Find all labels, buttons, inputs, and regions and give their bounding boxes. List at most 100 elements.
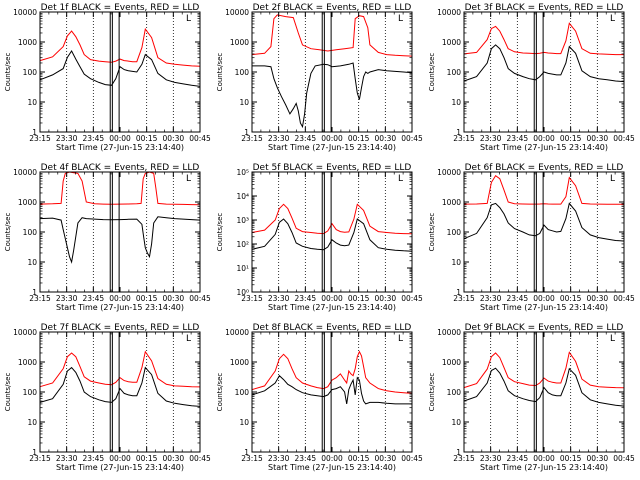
y-tick-label: 10 xyxy=(239,418,249,427)
y-tick-label: 100 xyxy=(235,68,250,77)
y-tick-label: 10 xyxy=(451,418,461,427)
x-tick-label: 00:15 xyxy=(348,294,370,303)
y-tick-label: 10 xyxy=(239,98,249,107)
series-lld-line xyxy=(463,351,625,389)
chart-title: Det 2f BLACK = Events, RED = LLD xyxy=(253,3,412,13)
x-tick-label: 23:15 xyxy=(29,454,51,463)
x-tick-label: 23:30 xyxy=(480,134,502,143)
y-tick-label: 100 xyxy=(23,388,38,397)
series-events-line xyxy=(251,218,413,252)
x-tick-label: 23:15 xyxy=(241,454,263,463)
series-lld-line xyxy=(39,350,201,388)
y-tick-label: 10 xyxy=(27,98,37,107)
x-tick-label: 23:30 xyxy=(480,294,502,303)
x-tick-label: 00:45 xyxy=(401,454,423,463)
x-tick-label: 23:15 xyxy=(29,294,51,303)
x-tick-label: 23:45 xyxy=(83,134,105,143)
y-tick-label: 10000 xyxy=(13,328,37,337)
legend-glyph: L xyxy=(398,14,403,24)
y-axis-label: Counts/sec xyxy=(216,213,224,252)
x-tick-label: 00:15 xyxy=(560,134,582,143)
x-axis-label: Start Time (27-Jun-15 23:14:40) xyxy=(268,463,396,472)
legend-glyph: L xyxy=(610,14,615,24)
x-tick-label: 00:15 xyxy=(348,454,370,463)
y-tick-label: 1000 xyxy=(442,358,461,367)
chart-title: Det 3f BLACK = Events, RED = LLD xyxy=(465,3,624,13)
x-tick-label: 00:00 xyxy=(109,294,131,303)
y-tick-label: 10000 xyxy=(13,168,37,177)
chart-title: Det 1f BLACK = Events, RED = LLD xyxy=(41,3,200,13)
series-lld-line xyxy=(39,171,201,206)
x-tick-label: 00:15 xyxy=(136,454,158,463)
series-lld-line xyxy=(251,14,413,57)
x-tick-label: 00:30 xyxy=(375,454,397,463)
y-axis-label: Counts/sec xyxy=(428,213,436,252)
x-tick-label: 00:00 xyxy=(533,294,555,303)
y-tick-label: 100 xyxy=(23,228,38,237)
y-axis-label: Counts/sec xyxy=(216,53,224,92)
x-tick-label: 23:15 xyxy=(453,294,475,303)
x-axis-label: Start Time (27-Jun-15 23:14:40) xyxy=(480,303,608,312)
x-tick-label: 00:15 xyxy=(136,134,158,143)
plot-frame xyxy=(251,11,413,133)
series-lld-line xyxy=(463,174,624,205)
series-events-line xyxy=(251,374,412,405)
x-axis-label: Start Time (27-Jun-15 23:14:40) xyxy=(268,143,396,152)
series-lld-line xyxy=(251,350,413,394)
y-tick-label: 1 xyxy=(32,448,37,457)
y-tick-label: 1000 xyxy=(230,38,249,47)
y-axis-label: Counts/sec xyxy=(428,53,436,92)
x-tick-label: 00:00 xyxy=(109,134,131,143)
x-tick-label: 00:45 xyxy=(401,134,423,143)
x-tick-label: 00:30 xyxy=(587,294,609,303)
x-tick-label: 23:45 xyxy=(507,134,529,143)
y-tick-label: 10⁴ xyxy=(236,192,249,201)
x-tick-label: 00:30 xyxy=(163,294,185,303)
x-tick-label: 23:30 xyxy=(56,454,78,463)
y-tick-label: 10000 xyxy=(437,8,461,17)
x-tick-label: 23:45 xyxy=(83,294,105,303)
x-axis-label: Start Time (27-Jun-15 23:14:40) xyxy=(480,463,608,472)
y-tick-label: 1 xyxy=(244,448,249,457)
x-tick-label: 00:00 xyxy=(533,134,555,143)
x-tick-label: 23:15 xyxy=(453,454,475,463)
y-tick-label: 100 xyxy=(23,68,38,77)
x-tick-label: 23:30 xyxy=(268,294,290,303)
x-tick-label: 00:30 xyxy=(587,134,609,143)
y-tick-label: 10 xyxy=(27,258,37,267)
x-axis-label: Start Time (27-Jun-15 23:14:40) xyxy=(480,143,608,152)
y-tick-label: 10 xyxy=(451,98,461,107)
x-tick-label: 00:15 xyxy=(348,134,370,143)
x-axis-label: Start Time (27-Jun-15 23:14:40) xyxy=(268,303,396,312)
x-tick-label: 23:30 xyxy=(480,454,502,463)
chart-title: Det 9f BLACK = Events, RED = LLD xyxy=(465,323,624,333)
y-axis-label: Counts/sec xyxy=(4,53,12,92)
series-events-line xyxy=(39,366,201,407)
x-tick-label: 00:00 xyxy=(321,294,343,303)
series-events-line xyxy=(463,367,625,407)
x-tick-label: 00:45 xyxy=(189,134,211,143)
plot-frame xyxy=(463,331,625,453)
x-tick-label: 00:45 xyxy=(613,454,635,463)
y-tick-label: 1 xyxy=(456,128,461,137)
legend-glyph: L xyxy=(186,174,191,184)
y-tick-label: 1 xyxy=(456,288,461,297)
x-tick-label: 23:45 xyxy=(507,294,529,303)
x-tick-label: 23:45 xyxy=(295,134,317,143)
y-tick-label: 1 xyxy=(456,448,461,457)
y-tick-label: 1 xyxy=(32,128,37,137)
y-tick-label: 10¹ xyxy=(236,264,249,273)
x-axis-label: Start Time (27-Jun-15 23:14:40) xyxy=(56,303,184,312)
x-tick-label: 23:30 xyxy=(56,294,78,303)
series-events-line xyxy=(39,216,201,264)
x-tick-label: 23:15 xyxy=(453,134,475,143)
y-tick-label: 1000 xyxy=(18,358,37,367)
x-tick-label: 23:45 xyxy=(295,294,317,303)
x-tick-label: 00:45 xyxy=(613,294,635,303)
x-tick-label: 23:45 xyxy=(83,454,105,463)
